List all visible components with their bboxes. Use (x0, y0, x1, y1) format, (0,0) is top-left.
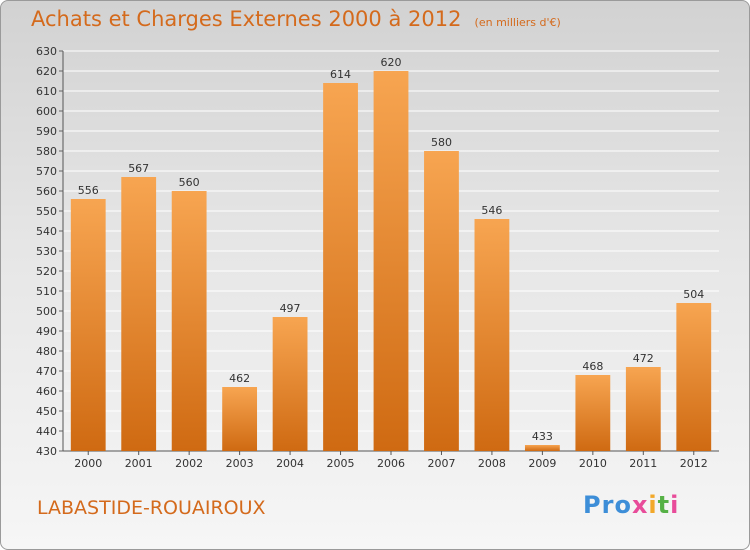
bar-value-label: 556 (78, 184, 99, 197)
bar-value-label: 468 (582, 360, 603, 373)
y-tick-label: 460 (36, 385, 57, 398)
y-tick-label: 620 (36, 65, 57, 78)
y-tick-label: 630 (36, 45, 57, 58)
x-tick-label: 2002 (175, 457, 203, 470)
bar-value-label: 433 (532, 430, 553, 443)
y-tick-label: 570 (36, 165, 57, 178)
y-tick-label: 440 (36, 425, 57, 438)
bar-2008 (474, 219, 510, 451)
bar-2009 (524, 445, 560, 451)
y-tick-label: 510 (36, 285, 57, 298)
bar-value-label: 614 (330, 68, 351, 81)
commune-name: LABASTIDE-ROUAIROUX (37, 497, 266, 519)
bar-2001 (121, 177, 157, 451)
y-tick-label: 450 (36, 405, 57, 418)
bar-2005 (323, 83, 358, 451)
y-tick-label: 520 (36, 265, 57, 278)
bar-2002 (171, 191, 207, 451)
y-tick-label: 500 (36, 305, 57, 318)
bar-value-label: 567 (128, 162, 149, 175)
x-tick-label: 2008 (478, 457, 506, 470)
y-tick-label: 610 (36, 85, 57, 98)
x-tick-label: 2000 (74, 457, 102, 470)
x-tick-label: 2003 (226, 457, 254, 470)
bar-value-label: 497 (280, 302, 301, 315)
bar-2007 (424, 151, 459, 451)
x-tick-label: 2004 (276, 457, 304, 470)
x-tick-label: 2009 (528, 457, 556, 470)
x-tick-label: 2010 (579, 457, 607, 470)
bar-2003 (222, 387, 258, 451)
bar-value-label: 472 (633, 352, 654, 365)
y-tick-label: 560 (36, 185, 57, 198)
bar-value-label: 620 (381, 56, 402, 69)
bar-2006 (373, 71, 409, 451)
y-tick-label: 590 (36, 125, 57, 138)
bar-value-label: 504 (683, 288, 704, 301)
y-tick-label: 600 (36, 105, 57, 118)
y-tick-label: 480 (36, 345, 57, 358)
y-tick-label: 530 (36, 245, 57, 258)
y-tick-label: 490 (36, 325, 57, 338)
bar-2004 (272, 317, 308, 451)
y-tick-label: 550 (36, 205, 57, 218)
chart-title-text: Achats et Charges Externes 2000 à 2012 (31, 7, 462, 31)
x-tick-label: 2012 (680, 457, 708, 470)
x-tick-label: 2007 (427, 457, 455, 470)
y-tick-label: 580 (36, 145, 57, 158)
chart-title: Achats et Charges Externes 2000 à 2012 (… (31, 7, 561, 31)
bar-value-label: 546 (481, 204, 502, 217)
proxiti-logo: Proxiti (583, 491, 680, 519)
bar-2000 (70, 199, 106, 451)
y-tick-label: 430 (36, 445, 57, 458)
x-tick-label: 2005 (327, 457, 355, 470)
chart-unit-note: (en milliers d'€) (474, 16, 561, 29)
bar-2011 (625, 367, 661, 451)
bar-value-label: 560 (179, 176, 200, 189)
bar-value-label: 462 (229, 372, 250, 385)
x-tick-label: 2006 (377, 457, 405, 470)
y-tick-label: 540 (36, 225, 57, 238)
bar-2010 (575, 375, 611, 451)
x-tick-label: 2001 (125, 457, 153, 470)
bar-2012 (676, 303, 712, 451)
bar-value-label: 580 (431, 136, 452, 149)
x-tick-label: 2011 (629, 457, 657, 470)
y-tick-label: 470 (36, 365, 57, 378)
